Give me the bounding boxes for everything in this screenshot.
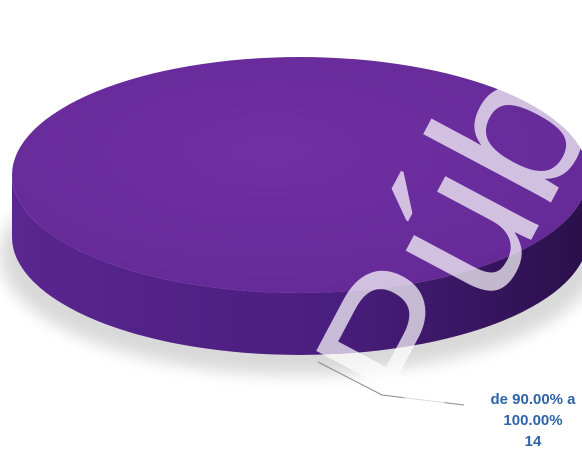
data-label-value: 14 xyxy=(524,433,542,450)
leader-line xyxy=(317,361,465,406)
pie-slice-top[interactable] xyxy=(12,57,582,293)
pie-slice-side xyxy=(12,175,582,355)
data-label-line2: 100.00% xyxy=(503,412,563,429)
data-label-line1: de 90.00% a xyxy=(490,391,576,408)
data-label: de 90.00% a 100.00% 14 xyxy=(458,389,582,452)
